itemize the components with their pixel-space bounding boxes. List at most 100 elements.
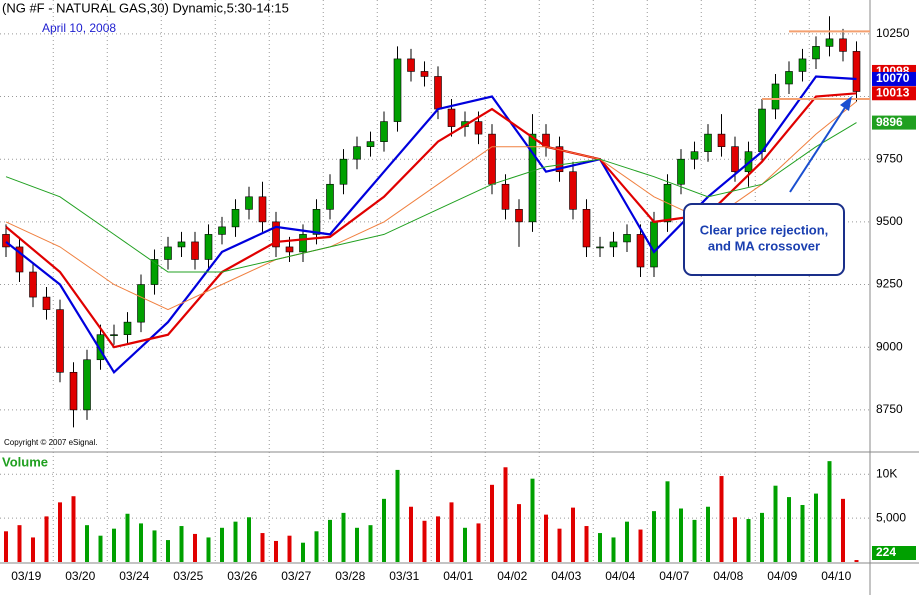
volume-bar [247,517,251,562]
volume-bar [800,504,805,562]
candle-body [582,209,591,248]
candle-body [366,141,375,147]
callout-box [683,203,845,276]
x-tick-label: 03/27 [281,569,311,583]
candle-body [609,241,618,248]
callout-text: and MA crossover [708,238,820,253]
volume-bar [274,540,278,562]
y-tick-label: 9500 [876,214,903,228]
candle-body [204,234,213,260]
volume-bar [854,560,859,562]
volume-tick-label: 10K [876,466,897,480]
volume-bar [409,506,413,562]
volume-bar [301,542,305,562]
candle-body [110,334,118,336]
y-tick-label: 9000 [876,339,903,353]
candle-body [218,226,226,235]
callout-text: Clear price rejection, [700,222,829,237]
candle-body [501,183,510,210]
volume-bar [503,467,508,562]
date-label: April 10, 2008 [42,21,116,35]
volume-bar [233,521,238,562]
x-tick-label: 03/19 [11,569,41,583]
candle-body [380,121,388,142]
volume-bar [490,484,494,562]
candle-body [299,234,307,253]
candle-body [312,209,321,235]
volume-bar [314,531,319,562]
volume-bar [841,498,845,562]
volume-bar [328,519,332,562]
candle-body [137,284,145,323]
candle-body [812,46,820,60]
volume-bar [571,507,575,562]
volume-bar [193,533,197,562]
candle-body [528,133,537,223]
volume-bar [625,521,629,562]
candle-body [717,133,726,147]
volume-bar [368,525,373,562]
candle-body [29,271,37,298]
value-box [872,86,916,101]
candle-body [650,221,658,268]
candle-body [245,196,253,210]
candle-body [690,151,699,160]
value-box-label: 9896 [876,115,903,129]
callout-arrow [789,102,849,193]
volume-bar [814,493,818,562]
volume-bar [557,528,562,562]
volume-bar [17,525,22,562]
volume-bar [287,535,292,562]
x-tick-label: 03/31 [389,569,419,583]
candle-body [272,221,280,248]
value-box [872,546,916,560]
candle-body [150,259,159,285]
candle-body [434,76,442,110]
value-box-label: 10013 [876,85,910,99]
x-tick-label: 04/01 [443,569,473,583]
volume-bar [517,504,521,562]
y-tick-label: 8750 [876,402,903,416]
candle-body [326,183,334,210]
volume-bar [706,506,710,562]
y-tick-label: 10250 [876,26,910,40]
volume-bar [827,461,832,562]
volume-bar [598,533,602,562]
moving-average [5,122,857,273]
candle-body [15,246,24,273]
volume-bar [85,525,89,562]
volume-bar [787,497,791,562]
volume-bar [139,523,143,562]
volume-bar [665,481,670,562]
volume-bar [341,512,346,562]
candle-body [758,108,766,152]
volume-bar [260,533,265,562]
candle-body [474,121,483,135]
candle-body [447,108,456,127]
x-tick-label: 03/26 [227,569,257,583]
volume-bar [692,519,697,562]
volume-bar [584,526,589,562]
candle-body [258,196,267,223]
volume-bar [179,526,184,562]
volume-bar [530,478,535,562]
x-tick-label: 04/09 [767,569,797,583]
volume-bar [760,512,764,562]
candle-body [785,71,793,85]
candle-body [2,234,10,248]
volume-bar [220,527,224,562]
candle-body [623,234,631,243]
candle-body [123,321,132,335]
volume-bar [679,508,683,562]
volume-bar [463,527,467,562]
y-tick-label: 9750 [876,151,903,165]
volume-bar [58,502,62,562]
candle-body [83,359,91,411]
candle-body [285,246,294,253]
candle-body [636,234,645,268]
volume-bar [112,528,116,562]
candle-body [596,246,604,249]
volume-bar [71,496,76,562]
volume-bar [476,523,481,562]
